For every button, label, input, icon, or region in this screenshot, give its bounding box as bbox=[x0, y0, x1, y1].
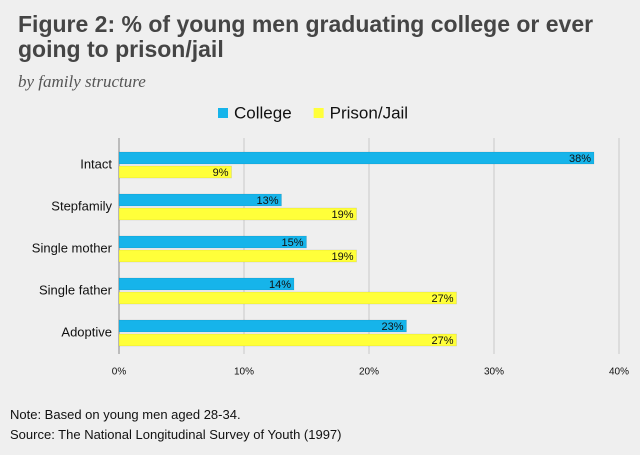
bar bbox=[118, 319, 407, 333]
chart-subtitle: by family structure bbox=[18, 72, 146, 91]
bar bbox=[118, 249, 357, 263]
bar bbox=[118, 333, 457, 347]
x-tick-label: 20% bbox=[359, 367, 379, 378]
x-tick-label: 10% bbox=[234, 367, 254, 378]
x-tick-label: 40% bbox=[609, 367, 629, 378]
y-tick-label: Adoptive bbox=[61, 324, 112, 339]
bar bbox=[118, 207, 357, 221]
bar bbox=[118, 193, 282, 207]
legend-label: Prison/Jail bbox=[330, 103, 408, 122]
legend-label: College bbox=[234, 103, 292, 122]
legend-swatch bbox=[218, 108, 228, 118]
bar bbox=[118, 165, 232, 179]
note: Note: Based on young men aged 28-34. bbox=[10, 407, 241, 422]
y-tick-label: Single mother bbox=[32, 240, 113, 255]
legend-swatch bbox=[313, 108, 324, 118]
bar bbox=[118, 277, 295, 291]
y-tick-label: Intact bbox=[80, 156, 112, 171]
data-label: 13% bbox=[256, 195, 278, 207]
chart: 0% 10% 20% 30% 40% College Prison/Jail Intact 38… bbox=[32, 103, 629, 378]
data-label: 27% bbox=[431, 335, 453, 347]
data-label: 38% bbox=[569, 153, 591, 165]
data-label: 27% bbox=[431, 293, 453, 305]
bar bbox=[118, 291, 457, 305]
data-label: 19% bbox=[331, 251, 353, 263]
note: Source: The National Longitudinal Survey… bbox=[10, 427, 342, 442]
y-tick-label: Stepfamily bbox=[51, 198, 112, 213]
data-label: 23% bbox=[381, 321, 403, 333]
x-tick-label: 0% bbox=[112, 367, 127, 378]
y-tick-label: Single father bbox=[39, 282, 113, 297]
chart-title: Figure 2: % of young men graduating coll… bbox=[18, 11, 594, 62]
bar bbox=[118, 235, 307, 249]
notes: Note: Based on young men aged 28-34. Sour… bbox=[10, 405, 342, 445]
data-label: 19% bbox=[331, 209, 353, 221]
data-label: 9% bbox=[213, 167, 229, 179]
x-tick-label: 30% bbox=[484, 367, 504, 378]
bar bbox=[118, 151, 595, 165]
data-label: 15% bbox=[281, 237, 303, 249]
data-label: 14% bbox=[269, 279, 291, 291]
